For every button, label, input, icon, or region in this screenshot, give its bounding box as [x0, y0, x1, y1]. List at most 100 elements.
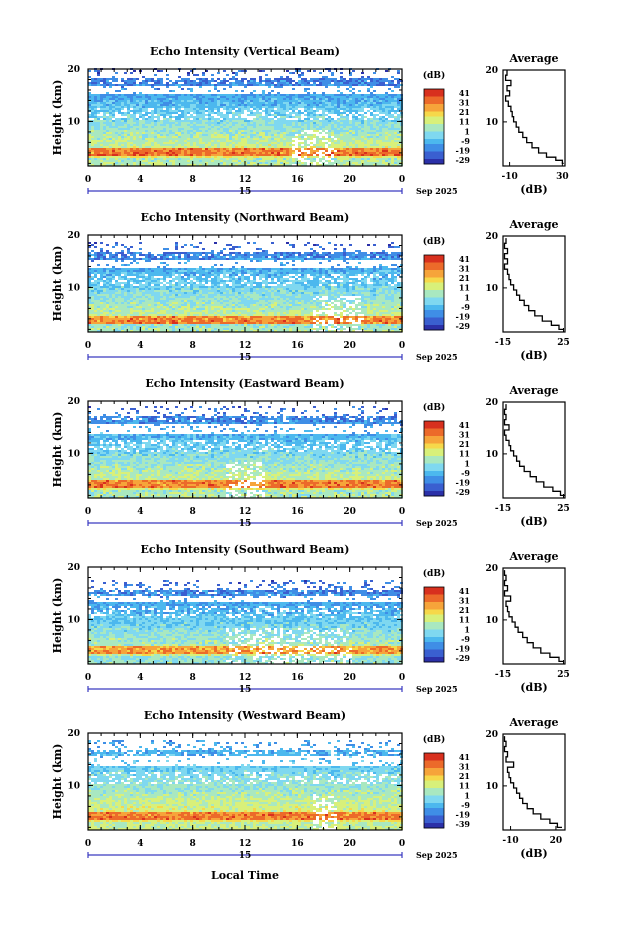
heatmap-cell	[256, 144, 259, 146]
heatmap-cell	[112, 268, 115, 270]
heatmap-cell	[133, 114, 136, 116]
heatmap-cell	[106, 142, 109, 144]
heatmap-cell	[199, 164, 202, 166]
heatmap-cell	[301, 104, 304, 106]
heatmap-cell	[262, 140, 265, 142]
heatmap-cell	[250, 150, 253, 152]
heatmap-cell	[253, 126, 256, 128]
heatmap-cell	[355, 82, 358, 84]
heatmap-cell	[364, 96, 367, 98]
heatmap-cell	[202, 112, 205, 114]
heatmap-cell	[88, 258, 91, 260]
heatmap-cell	[280, 124, 283, 126]
heatmap-cell	[151, 110, 154, 112]
heatmap-cell	[127, 268, 130, 270]
heatmap-cell	[337, 106, 340, 108]
heatmap-cell	[349, 104, 352, 106]
heatmap-cell	[91, 82, 94, 84]
heatmap-cell	[175, 110, 178, 112]
heatmap-cell	[178, 114, 181, 116]
heatmap-cell	[271, 106, 274, 108]
heatmap-cell	[166, 106, 169, 108]
heatmap-cell	[268, 144, 271, 146]
heatmap-cell	[94, 160, 97, 162]
heatmap-cell	[238, 102, 241, 104]
heatmap-cell	[358, 114, 361, 116]
heatmap-cell	[379, 154, 382, 156]
heatmap-cell	[121, 296, 124, 298]
heatmap-cell	[100, 98, 103, 100]
heatmap-cell	[280, 140, 283, 142]
heatmap-cell	[298, 94, 301, 96]
heatmap-cell	[220, 98, 223, 100]
heatmap-cell	[235, 152, 238, 154]
heatmap-cell	[169, 164, 172, 166]
heatmap-cell	[145, 150, 148, 152]
heatmap-cell	[268, 156, 271, 158]
heatmap-cell	[169, 146, 172, 148]
heatmap-cell	[175, 124, 178, 126]
heatmap-cell	[292, 126, 295, 128]
heatmap-cell	[250, 126, 253, 128]
heatmap-cell	[304, 100, 307, 102]
heatmap-cell	[268, 128, 271, 130]
heatmap-cell	[274, 98, 277, 100]
heatmap-cell	[337, 96, 340, 98]
colorbar-swatch	[424, 94, 444, 97]
heatmap-cell	[394, 96, 397, 98]
heatmap-cell	[328, 80, 331, 82]
heatmap-cell	[190, 98, 193, 100]
heatmap-cell	[97, 252, 100, 254]
heatmap-cell	[112, 160, 115, 162]
heatmap-cell	[286, 120, 289, 122]
heatmap-cell	[352, 144, 355, 146]
heatmap-cell	[124, 130, 127, 132]
heatmap-cell	[235, 126, 238, 128]
heatmap-cell	[133, 136, 136, 138]
heatmap-cell	[331, 124, 334, 126]
heatmap-cell	[310, 78, 313, 80]
heatmap-cell	[190, 110, 193, 112]
heatmap-cell	[196, 130, 199, 132]
heatmap-cell	[238, 162, 241, 164]
heatmap-cell	[286, 158, 289, 160]
heatmap-cell	[112, 312, 115, 314]
heatmap-cell	[172, 160, 175, 162]
heatmap-cell	[331, 128, 334, 130]
heatmap-cell	[91, 158, 94, 160]
heatmap-cell	[223, 120, 226, 122]
heatmap-cell	[115, 258, 118, 260]
heatmap-cell	[385, 160, 388, 162]
heatmap-cell	[379, 94, 382, 96]
heatmap-cell	[109, 130, 112, 132]
heatmap-cell	[361, 98, 364, 100]
heatmap-cell	[130, 142, 133, 144]
heatmap-cell	[235, 104, 238, 106]
heatmap-cell	[355, 126, 358, 128]
heatmap-cell	[136, 112, 139, 114]
heatmap-cell	[190, 158, 193, 160]
heatmap-cell	[382, 144, 385, 146]
heatmap-cell	[208, 138, 211, 140]
heatmap-cell	[127, 110, 130, 112]
heatmap-cell	[139, 268, 142, 270]
colorbar-swatch	[424, 159, 444, 162]
heatmap-cell	[385, 162, 388, 164]
heatmap-cell	[211, 122, 214, 124]
heatmap-cell	[118, 294, 121, 296]
heatmap-cell	[97, 308, 100, 310]
heatmap-cell	[157, 80, 160, 82]
heatmap-cell	[376, 144, 379, 146]
heatmap-cell	[298, 80, 301, 82]
heatmap-cell	[145, 102, 148, 104]
heatmap-cell	[121, 150, 124, 152]
heatmap-cell	[301, 96, 304, 98]
heatmap-cell	[343, 112, 346, 114]
heatmap-cell	[115, 296, 118, 298]
heatmap-cell	[355, 136, 358, 138]
heatmap-cell	[220, 136, 223, 138]
heatmap-cell	[325, 164, 328, 166]
heatmap-cell	[388, 110, 391, 112]
heatmap-cell	[247, 100, 250, 102]
heatmap-cell	[172, 112, 175, 114]
